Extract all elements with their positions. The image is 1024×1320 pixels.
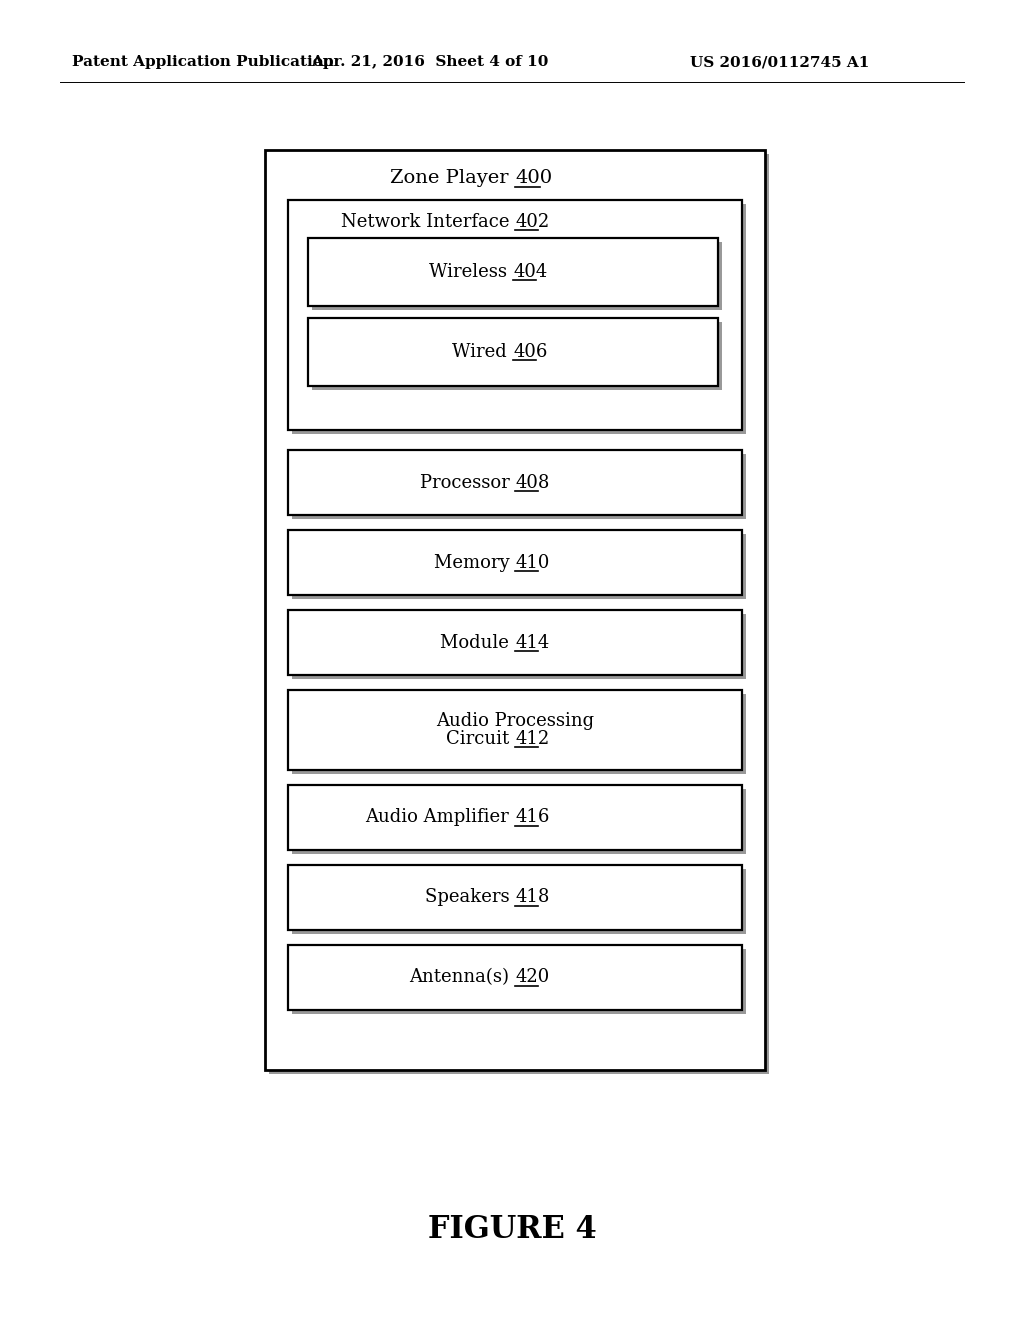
Text: Wireless: Wireless (429, 263, 513, 281)
Bar (292, 869, 746, 935)
Text: Apr. 21, 2016  Sheet 4 of 10: Apr. 21, 2016 Sheet 4 of 10 (311, 55, 549, 69)
Text: Module: Module (440, 634, 515, 652)
Bar (292, 535, 746, 599)
Bar (288, 690, 742, 770)
Text: 404: 404 (513, 263, 547, 281)
Bar (265, 150, 765, 1071)
Text: 414: 414 (515, 634, 549, 652)
Text: 410: 410 (515, 553, 549, 572)
Bar (312, 322, 722, 389)
Text: Audio Processing: Audio Processing (436, 713, 594, 730)
Bar (288, 785, 742, 850)
Text: 418: 418 (515, 888, 549, 907)
Bar (288, 531, 742, 595)
Bar (269, 154, 769, 1074)
Bar (292, 614, 746, 678)
Bar (292, 789, 746, 854)
Text: FIGURE 4: FIGURE 4 (428, 1214, 596, 1246)
Bar (288, 945, 742, 1010)
Bar (308, 318, 718, 385)
Bar (308, 238, 718, 306)
Text: Audio Amplifier: Audio Amplifier (366, 808, 515, 826)
Bar (288, 610, 742, 675)
Text: Antenna(s): Antenna(s) (410, 969, 515, 986)
Text: Network Interface: Network Interface (341, 213, 515, 231)
Text: 420: 420 (515, 969, 549, 986)
Text: Circuit: Circuit (446, 730, 515, 747)
Text: 408: 408 (515, 474, 549, 491)
Text: US 2016/0112745 A1: US 2016/0112745 A1 (690, 55, 869, 69)
Bar (292, 205, 746, 434)
Text: 402: 402 (515, 213, 549, 231)
Text: Processor: Processor (420, 474, 515, 491)
Text: 416: 416 (515, 808, 549, 826)
Bar (292, 949, 746, 1014)
Text: 412: 412 (515, 730, 549, 747)
Bar (288, 865, 742, 931)
Text: Memory: Memory (433, 553, 515, 572)
Text: Zone Player: Zone Player (390, 169, 515, 187)
Text: Patent Application Publication: Patent Application Publication (72, 55, 334, 69)
Bar (288, 450, 742, 515)
Text: Speakers: Speakers (425, 888, 515, 907)
Bar (292, 454, 746, 519)
Bar (288, 201, 742, 430)
Text: 400: 400 (515, 169, 552, 187)
Bar (292, 694, 746, 774)
Bar (312, 242, 722, 310)
Text: 406: 406 (513, 343, 548, 360)
Text: Wired: Wired (453, 343, 513, 360)
